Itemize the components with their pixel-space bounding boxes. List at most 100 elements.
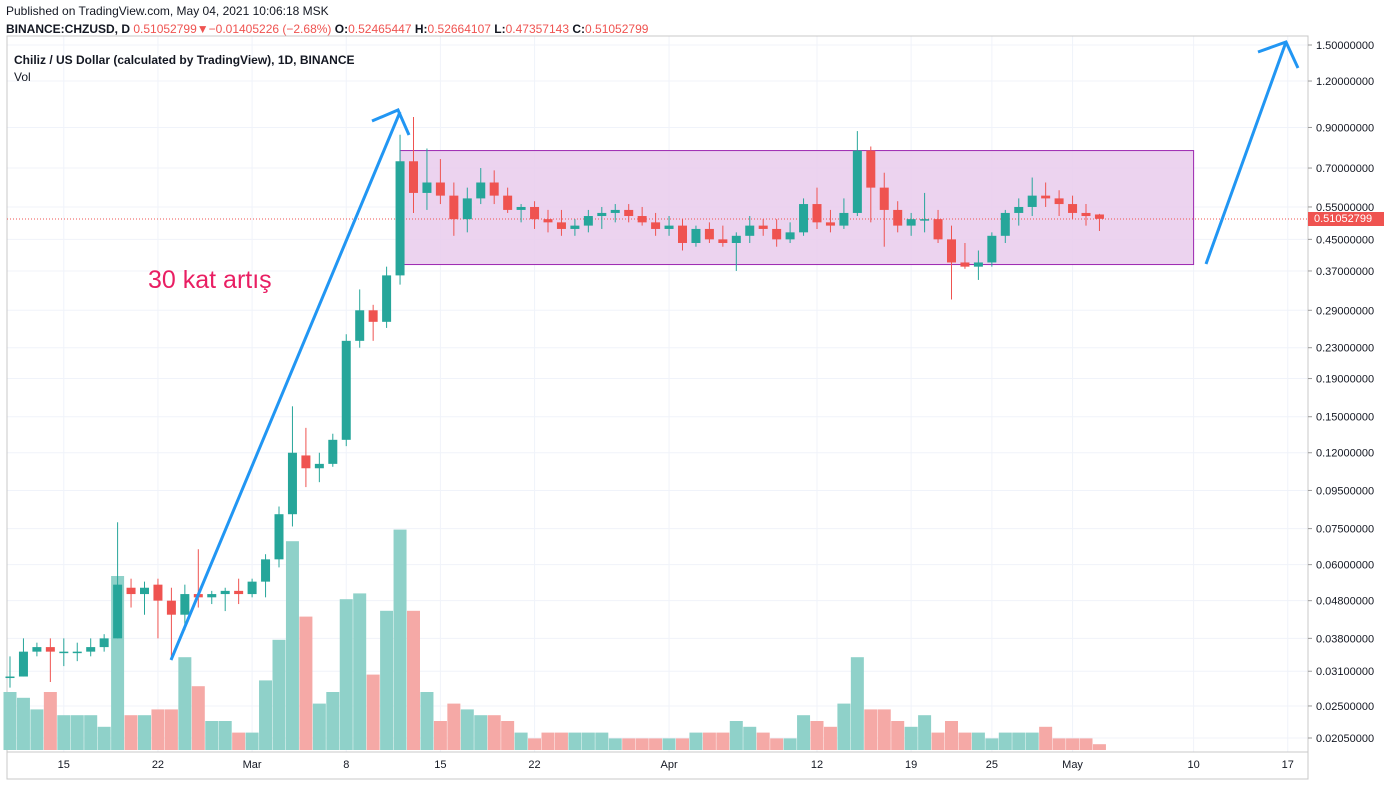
volume-bar	[837, 703, 851, 750]
y-tick-label: 0.15000000	[1316, 412, 1374, 424]
candle-body	[207, 594, 217, 598]
candle-body	[704, 228, 714, 240]
candle-body	[893, 209, 903, 226]
volume-bar	[810, 721, 824, 750]
candle-body	[610, 209, 620, 213]
volume-bar	[299, 616, 313, 750]
volume-bar	[877, 709, 891, 750]
x-tick-label: 19	[905, 759, 917, 771]
candle-body	[772, 228, 782, 240]
x-tick-label: Apr	[660, 759, 677, 771]
y-tick-label: 0.12000000	[1316, 448, 1374, 460]
volume-bar	[743, 726, 757, 750]
volume-bar	[97, 726, 111, 750]
candle-body	[597, 212, 607, 217]
candle-body	[799, 204, 809, 233]
candle-body	[489, 182, 499, 196]
candle-body	[1068, 204, 1078, 213]
volume-bar	[1025, 732, 1039, 750]
candle-body	[328, 439, 338, 464]
volume-bar	[850, 657, 864, 750]
volume-bar	[353, 593, 367, 750]
volume-bar	[891, 721, 905, 750]
candle-body	[1041, 195, 1051, 199]
volume-bar	[945, 721, 958, 750]
candle-body	[745, 225, 755, 236]
volume-bar	[16, 697, 30, 750]
x-tick-label: 15	[58, 759, 70, 771]
volume-bar	[218, 721, 232, 750]
candle-body	[920, 219, 930, 221]
arrow-right-head-icon	[1257, 40, 1300, 69]
candle-body	[86, 647, 96, 652]
last-price: 0.51052799	[133, 22, 197, 36]
high-label: H:	[414, 22, 428, 36]
low-value: 0.47357143	[505, 22, 569, 36]
candle-body	[59, 651, 69, 654]
volume-bar	[998, 732, 1012, 750]
volume-bar	[649, 738, 663, 750]
volume-bar	[1012, 732, 1026, 750]
volume-bar	[259, 680, 273, 750]
y-tick-label: 0.02050000	[1316, 733, 1374, 745]
volume-bar	[420, 692, 434, 750]
volume-bar	[958, 732, 972, 750]
low-label: L:	[494, 22, 506, 36]
candle-body	[314, 463, 324, 469]
candle-body	[18, 651, 28, 677]
y-tick-label: 1.20000000	[1316, 76, 1374, 88]
y-tick-label: 0.90000000	[1316, 122, 1374, 134]
arrow-left-icon[interactable]	[169, 111, 402, 661]
volume-bar	[366, 674, 380, 750]
chart-frame	[6, 35, 1309, 780]
candle-body	[1000, 212, 1010, 236]
volume-bar	[622, 738, 636, 750]
price-change: −0.01405226 (−2.68%)	[208, 22, 332, 36]
volume-bar	[1052, 738, 1066, 750]
candle-body	[664, 225, 674, 229]
volume-bar	[191, 686, 205, 750]
candle-body	[99, 638, 109, 648]
candle-body	[368, 310, 378, 322]
published-label: Published on TradingView.com, May 04, 20…	[6, 4, 329, 18]
volume-bar	[339, 599, 353, 750]
volume-bar	[514, 732, 528, 750]
candle-body	[583, 216, 593, 226]
volume-bar	[433, 721, 447, 750]
x-tick-label: 8	[343, 759, 349, 771]
down-triangle-icon: ▼	[196, 22, 209, 36]
candle-body	[341, 340, 351, 440]
volume-bar	[474, 715, 488, 750]
grid-lines	[7, 36, 1308, 752]
candle-body	[718, 239, 728, 243]
annotation-text[interactable]: 30 kat artış	[148, 266, 272, 294]
y-tick-label: 0.70000000	[1316, 163, 1374, 175]
candle-body	[422, 182, 432, 193]
candle-body	[45, 647, 55, 652]
arrow-right-icon[interactable]	[1204, 41, 1288, 265]
candle-body	[395, 161, 405, 276]
candle-body	[825, 222, 835, 226]
volume-bar	[124, 715, 138, 750]
candle-body	[973, 262, 983, 267]
candle-body	[1054, 198, 1064, 205]
price-axis: 1.50000000 1.20000000 0.90000000 0.70000000…	[1308, 40, 1374, 745]
volume-bar	[581, 732, 595, 750]
candle-body	[570, 225, 580, 229]
volume-bar	[178, 657, 192, 750]
candle-body	[1081, 212, 1091, 217]
volume-bar	[554, 732, 568, 750]
last-price-tag: 0.51052799	[1308, 211, 1384, 226]
volume-bar	[501, 721, 515, 750]
candle-body	[852, 150, 862, 213]
candle-body	[261, 559, 271, 582]
volume-bar	[1092, 744, 1106, 750]
candle-body	[180, 594, 190, 615]
candle-body	[556, 222, 566, 229]
x-tick-label: 10	[1187, 759, 1199, 771]
y-tick-label: 0.06000000	[1316, 560, 1374, 572]
candle-body	[879, 187, 889, 210]
candle-body	[5, 676, 15, 679]
candle-body	[947, 239, 956, 263]
